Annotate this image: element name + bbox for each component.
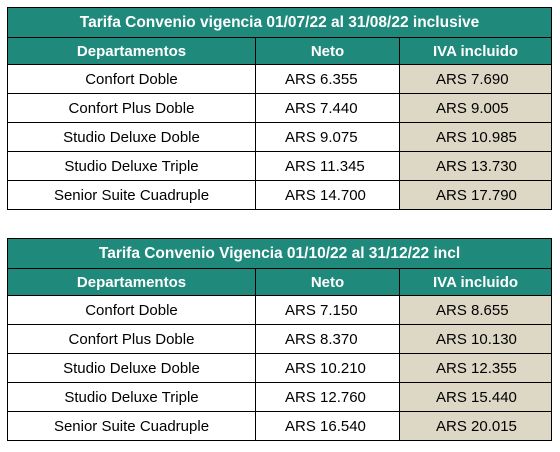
header-iva-incluido: IVA incluido <box>398 268 553 296</box>
neto-cell: ARS 12.760 <box>255 382 400 412</box>
departamento-cell: Studio Deluxe Doble <box>7 122 256 152</box>
departamento-cell: Confort Doble <box>7 295 256 325</box>
tarifa-table-1: Tarifa Convenio vigencia 01/07/22 al 31/… <box>6 7 553 210</box>
header-departamentos: Departamentos <box>7 37 256 65</box>
neto-cell: ARS 16.540 <box>255 411 400 441</box>
table-row: Confort Plus Doble ARS 8.370 ARS 10.130 <box>7 324 553 354</box>
table-row: Senior Suite Cuadruple ARS 14.700 ARS 17… <box>7 180 553 210</box>
iva-cell: ARS 7.690 <box>398 64 553 94</box>
iva-cell: ARS 20.015 <box>398 411 553 441</box>
neto-cell: ARS 10.210 <box>255 353 400 383</box>
iva-cell: ARS 9.005 <box>398 93 553 123</box>
iva-cell: ARS 13.730 <box>398 151 553 181</box>
table-title-row: Tarifa Convenio Vigencia 01/10/22 al 31/… <box>6 238 553 269</box>
departamento-cell: Studio Deluxe Triple <box>7 382 256 412</box>
neto-cell: ARS 6.355 <box>255 64 400 94</box>
table-title: Tarifa Convenio vigencia 01/07/22 al 31/… <box>6 7 553 38</box>
table-header-row: Departamentos Neto IVA incluido <box>7 37 553 65</box>
tarifa-table-2: Tarifa Convenio Vigencia 01/10/22 al 31/… <box>6 238 553 441</box>
table-title-row: Tarifa Convenio vigencia 01/07/22 al 31/… <box>6 7 553 38</box>
header-neto: Neto <box>255 268 400 296</box>
neto-cell: ARS 7.150 <box>255 295 400 325</box>
table-row: Studio Deluxe Doble ARS 9.075 ARS 10.985 <box>7 122 553 152</box>
departamento-cell: Senior Suite Cuadruple <box>7 180 256 210</box>
departamento-cell: Confort Plus Doble <box>7 324 256 354</box>
table-row: Studio Deluxe Triple ARS 11.345 ARS 13.7… <box>7 151 553 181</box>
departamento-cell: Senior Suite Cuadruple <box>7 411 256 441</box>
table-row: Confort Doble ARS 7.150 ARS 8.655 <box>7 295 553 325</box>
iva-cell: ARS 17.790 <box>398 180 553 210</box>
neto-cell: ARS 11.345 <box>255 151 400 181</box>
table-row: Senior Suite Cuadruple ARS 16.540 ARS 20… <box>7 411 553 441</box>
neto-cell: ARS 14.700 <box>255 180 400 210</box>
table-row: Confort Plus Doble ARS 7.440 ARS 9.005 <box>7 93 553 123</box>
table-row: Confort Doble ARS 6.355 ARS 7.690 <box>7 64 553 94</box>
neto-cell: ARS 7.440 <box>255 93 400 123</box>
iva-cell: ARS 10.985 <box>398 122 553 152</box>
iva-cell: ARS 12.355 <box>398 353 553 383</box>
departamento-cell: Confort Doble <box>7 64 256 94</box>
departamento-cell: Studio Deluxe Triple <box>7 151 256 181</box>
departamento-cell: Studio Deluxe Doble <box>7 353 256 383</box>
table-header-row: Departamentos Neto IVA incluido <box>7 268 553 296</box>
table-row: Studio Deluxe Triple ARS 12.760 ARS 15.4… <box>7 382 553 412</box>
iva-cell: ARS 8.655 <box>398 295 553 325</box>
iva-cell: ARS 15.440 <box>398 382 553 412</box>
header-neto: Neto <box>255 37 400 65</box>
table-title: Tarifa Convenio Vigencia 01/10/22 al 31/… <box>6 238 553 269</box>
neto-cell: ARS 9.075 <box>255 122 400 152</box>
header-departamentos: Departamentos <box>7 268 256 296</box>
table-row: Studio Deluxe Doble ARS 10.210 ARS 12.35… <box>7 353 553 383</box>
neto-cell: ARS 8.370 <box>255 324 400 354</box>
iva-cell: ARS 10.130 <box>398 324 553 354</box>
header-iva-incluido: IVA incluido <box>398 37 553 65</box>
departamento-cell: Confort Plus Doble <box>7 93 256 123</box>
